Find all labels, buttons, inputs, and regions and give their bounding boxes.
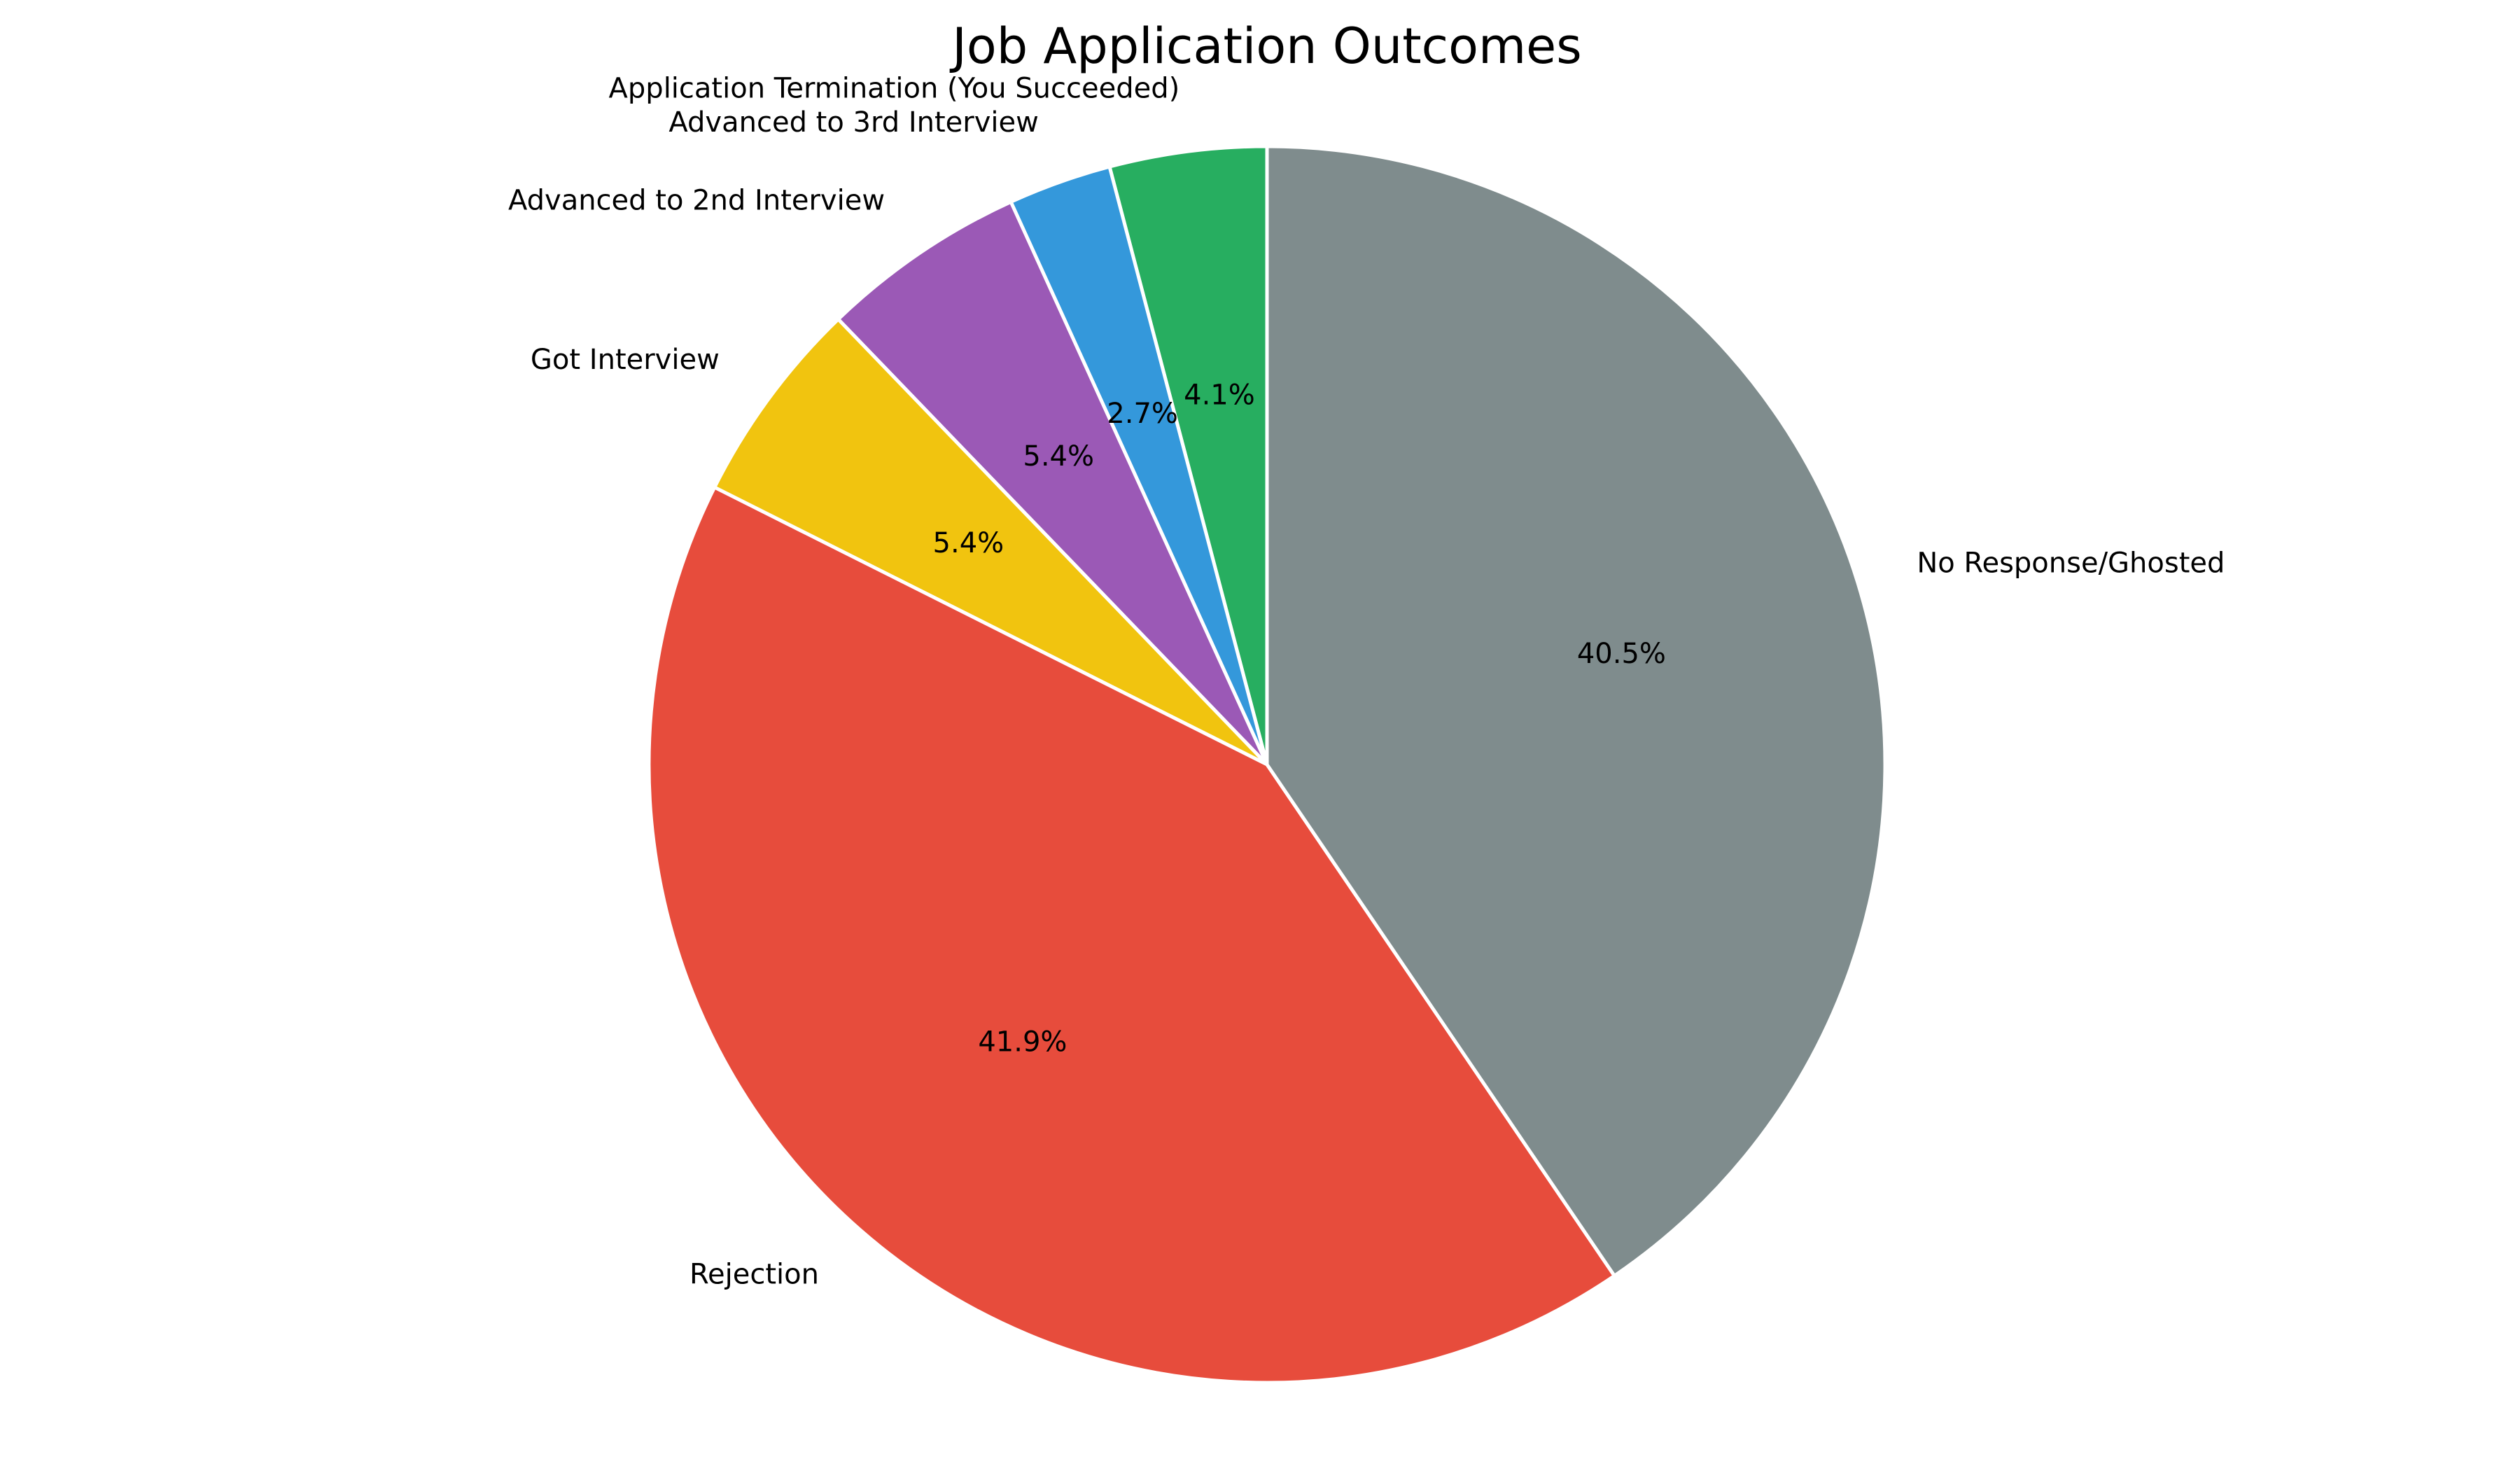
slice-percent-rejection: 41.9% [978, 1026, 1067, 1059]
slice-label-rejection: Rejection [690, 1259, 819, 1291]
slice-label-application-termination-you-succeeded: Application Termination (You Succeeded) [609, 73, 1180, 105]
pie-labels: Application Termination (You Succeeded) 4… [508, 73, 2225, 1291]
slice-percent-advanced-to-2nd-interview: 5.4% [1023, 440, 1094, 473]
slice-percent-no-response-ghosted: 40.5% [1577, 638, 1666, 670]
pie-slice-rejection [647, 485, 1616, 1385]
slice-percent-application-termination-you-succeeded: 4.1% [1184, 379, 1255, 412]
pie-slice-no-response-ghosted [1265, 144, 1887, 1278]
slice-label-advanced-to-3rd-interview: Advanced to 3rd Interview [668, 106, 1038, 139]
pie-slices [647, 144, 1887, 1385]
slice-percent-advanced-to-3rd-interview: 2.7% [1107, 398, 1178, 430]
pie-slice-advanced-to-2nd-interview [836, 200, 1269, 767]
slice-label-advanced-to-2nd-interview: Advanced to 2nd Interview [508, 185, 885, 217]
slice-label-no-response-ghosted: No Response/Ghosted [1917, 547, 2225, 579]
slice-label-got-interview: Got Interview [531, 344, 720, 376]
pie-slice-got-interview [713, 317, 1269, 767]
slice-percent-got-interview: 5.4% [933, 527, 1004, 559]
chart-title: Job Application Outcomes [949, 18, 1581, 75]
